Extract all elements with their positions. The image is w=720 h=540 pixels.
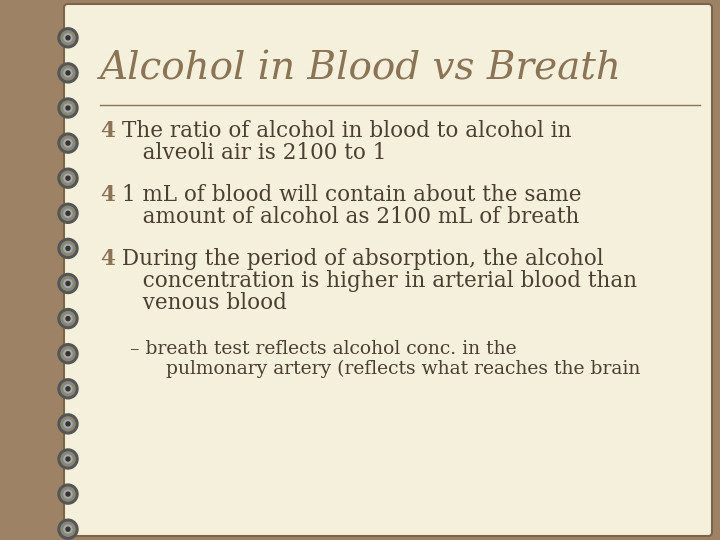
Circle shape	[61, 347, 75, 361]
Text: – breath test reflects alcohol conc. in the: – breath test reflects alcohol conc. in …	[130, 340, 517, 358]
Circle shape	[58, 379, 78, 399]
Text: 4: 4	[100, 184, 115, 206]
Circle shape	[64, 350, 72, 357]
Text: amount of alcohol as 2100 mL of breath: amount of alcohol as 2100 mL of breath	[122, 206, 580, 228]
Circle shape	[58, 308, 78, 329]
Text: venous blood: venous blood	[122, 292, 287, 314]
Circle shape	[61, 312, 75, 326]
Text: pulmonary artery (reflects what reaches the brain: pulmonary artery (reflects what reaches …	[130, 360, 640, 378]
Text: alveoli air is 2100 to 1: alveoli air is 2100 to 1	[122, 142, 387, 164]
Text: During the period of absorption, the alcohol: During the period of absorption, the alc…	[122, 248, 603, 270]
Circle shape	[61, 487, 75, 501]
Text: The ratio of alcohol in blood to alcohol in: The ratio of alcohol in blood to alcohol…	[122, 120, 572, 142]
Circle shape	[61, 171, 75, 185]
Circle shape	[66, 141, 70, 145]
Circle shape	[64, 69, 72, 77]
Circle shape	[58, 343, 78, 364]
Circle shape	[58, 203, 78, 224]
Circle shape	[66, 176, 70, 180]
Circle shape	[58, 168, 78, 188]
Circle shape	[64, 420, 72, 428]
Circle shape	[66, 316, 70, 321]
Circle shape	[58, 238, 78, 259]
Circle shape	[66, 71, 70, 75]
Circle shape	[58, 63, 78, 83]
Circle shape	[66, 457, 70, 461]
Circle shape	[66, 352, 70, 356]
Circle shape	[58, 519, 78, 539]
Circle shape	[61, 276, 75, 291]
Circle shape	[58, 98, 78, 118]
Circle shape	[58, 484, 78, 504]
Circle shape	[66, 36, 70, 40]
Circle shape	[64, 104, 72, 112]
Circle shape	[61, 241, 75, 255]
Circle shape	[58, 28, 78, 48]
Circle shape	[64, 280, 72, 287]
Text: 4: 4	[100, 120, 115, 142]
Circle shape	[61, 382, 75, 396]
Circle shape	[66, 211, 70, 215]
FancyBboxPatch shape	[64, 4, 712, 536]
Circle shape	[58, 273, 78, 294]
Circle shape	[61, 522, 75, 536]
Circle shape	[61, 206, 75, 220]
Circle shape	[66, 281, 70, 286]
Text: 4: 4	[100, 248, 115, 270]
Text: concentration is higher in arterial blood than: concentration is higher in arterial bloo…	[122, 270, 637, 292]
Circle shape	[66, 492, 70, 496]
Circle shape	[58, 133, 78, 153]
Circle shape	[64, 174, 72, 182]
Circle shape	[64, 34, 72, 42]
Circle shape	[61, 66, 75, 80]
Circle shape	[64, 315, 72, 322]
Circle shape	[64, 139, 72, 147]
Circle shape	[66, 246, 70, 251]
Text: Alcohol in Blood vs Breath: Alcohol in Blood vs Breath	[100, 50, 622, 87]
Circle shape	[61, 452, 75, 466]
Circle shape	[66, 422, 70, 426]
Circle shape	[64, 490, 72, 498]
Circle shape	[61, 31, 75, 45]
Text: 1 mL of blood will contain about the same: 1 mL of blood will contain about the sam…	[122, 184, 582, 206]
Circle shape	[58, 449, 78, 469]
Circle shape	[64, 210, 72, 217]
Circle shape	[61, 101, 75, 115]
Circle shape	[66, 387, 70, 391]
Circle shape	[64, 245, 72, 252]
Circle shape	[58, 414, 78, 434]
Circle shape	[61, 417, 75, 431]
Circle shape	[66, 106, 70, 110]
Circle shape	[66, 527, 70, 531]
Circle shape	[61, 136, 75, 150]
Circle shape	[64, 385, 72, 393]
Circle shape	[64, 455, 72, 463]
Circle shape	[64, 525, 72, 533]
